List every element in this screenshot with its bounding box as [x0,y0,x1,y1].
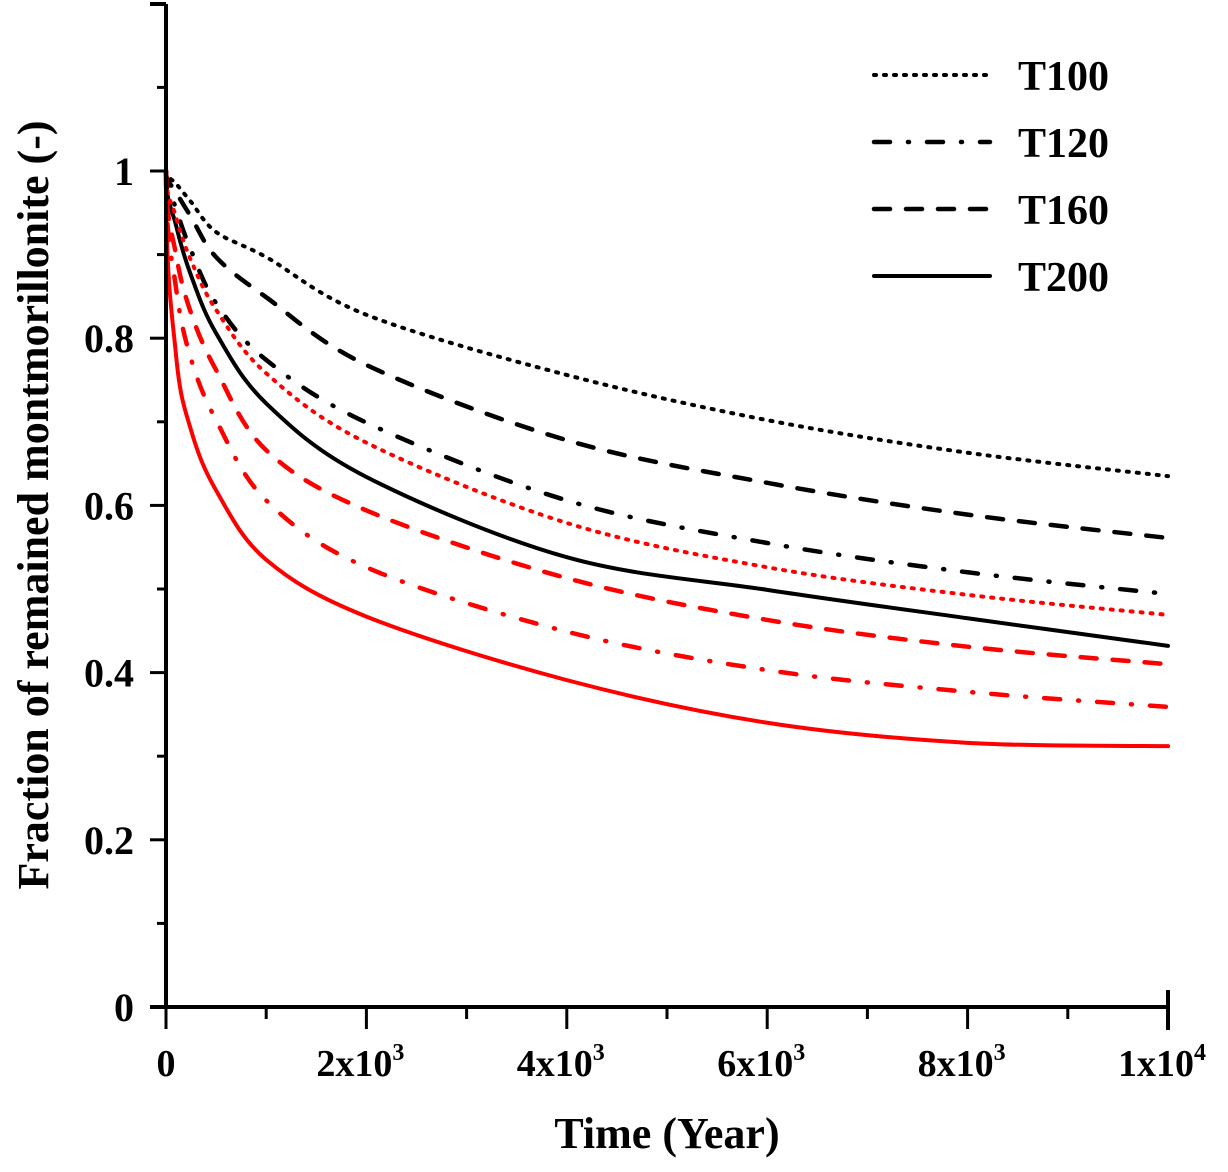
series-line-t100-red [164,169,1170,617]
series-line-t200-black [164,169,1170,648]
axes [150,2,1170,1030]
y-tick-label: 0.8 [84,316,134,361]
legend-label: T100 [1018,54,1109,100]
series-line-t100-black [164,169,1170,479]
y-tick-label: 0.2 [84,818,134,863]
legend-label: T200 [1018,255,1109,301]
legend-item-t100: T100 [872,54,1109,100]
y-tick-label: 0.6 [84,483,134,528]
ticks [150,85,1170,1029]
y-axis-label: Fraction of remained montmorillonite (-) [9,120,58,889]
x-tick-label: 1x104 [1118,1040,1206,1085]
x-tick-label: 0 [157,1043,176,1085]
x-tick-label: 2x103 [316,1040,404,1085]
series-line-t160-red [163,168,1171,667]
x-axis-label: Time (Year) [554,1109,779,1158]
legend-label: T120 [1018,121,1109,167]
legend-item-t160: T160 [871,188,1109,234]
y-tick-label: 0 [114,985,134,1030]
y-tick-label: 1 [114,149,134,194]
legend: T100 T120 T160 T200 [871,54,1109,301]
series-line-t200-red [164,169,1170,749]
x-tick-label: 6x103 [717,1040,805,1085]
tick-labels: 0 0.2 0.4 0.6 0.8 1 0 2x103 4x103 6x103 8x103 1x104 [84,149,1206,1085]
series-line-t160-black [163,168,1171,541]
legend-item-t120: T120 [871,121,1109,167]
legend-label: T160 [1018,188,1109,234]
x-tick-label: 8x103 [918,1040,1006,1085]
series-line-t120-red [163,168,1171,710]
series-layer [163,168,1171,749]
legend-item-t200: T200 [872,255,1109,301]
series-line-t120-black [163,168,1171,597]
x-tick-label: 4x103 [517,1040,605,1085]
y-tick-label: 0.4 [84,651,134,696]
